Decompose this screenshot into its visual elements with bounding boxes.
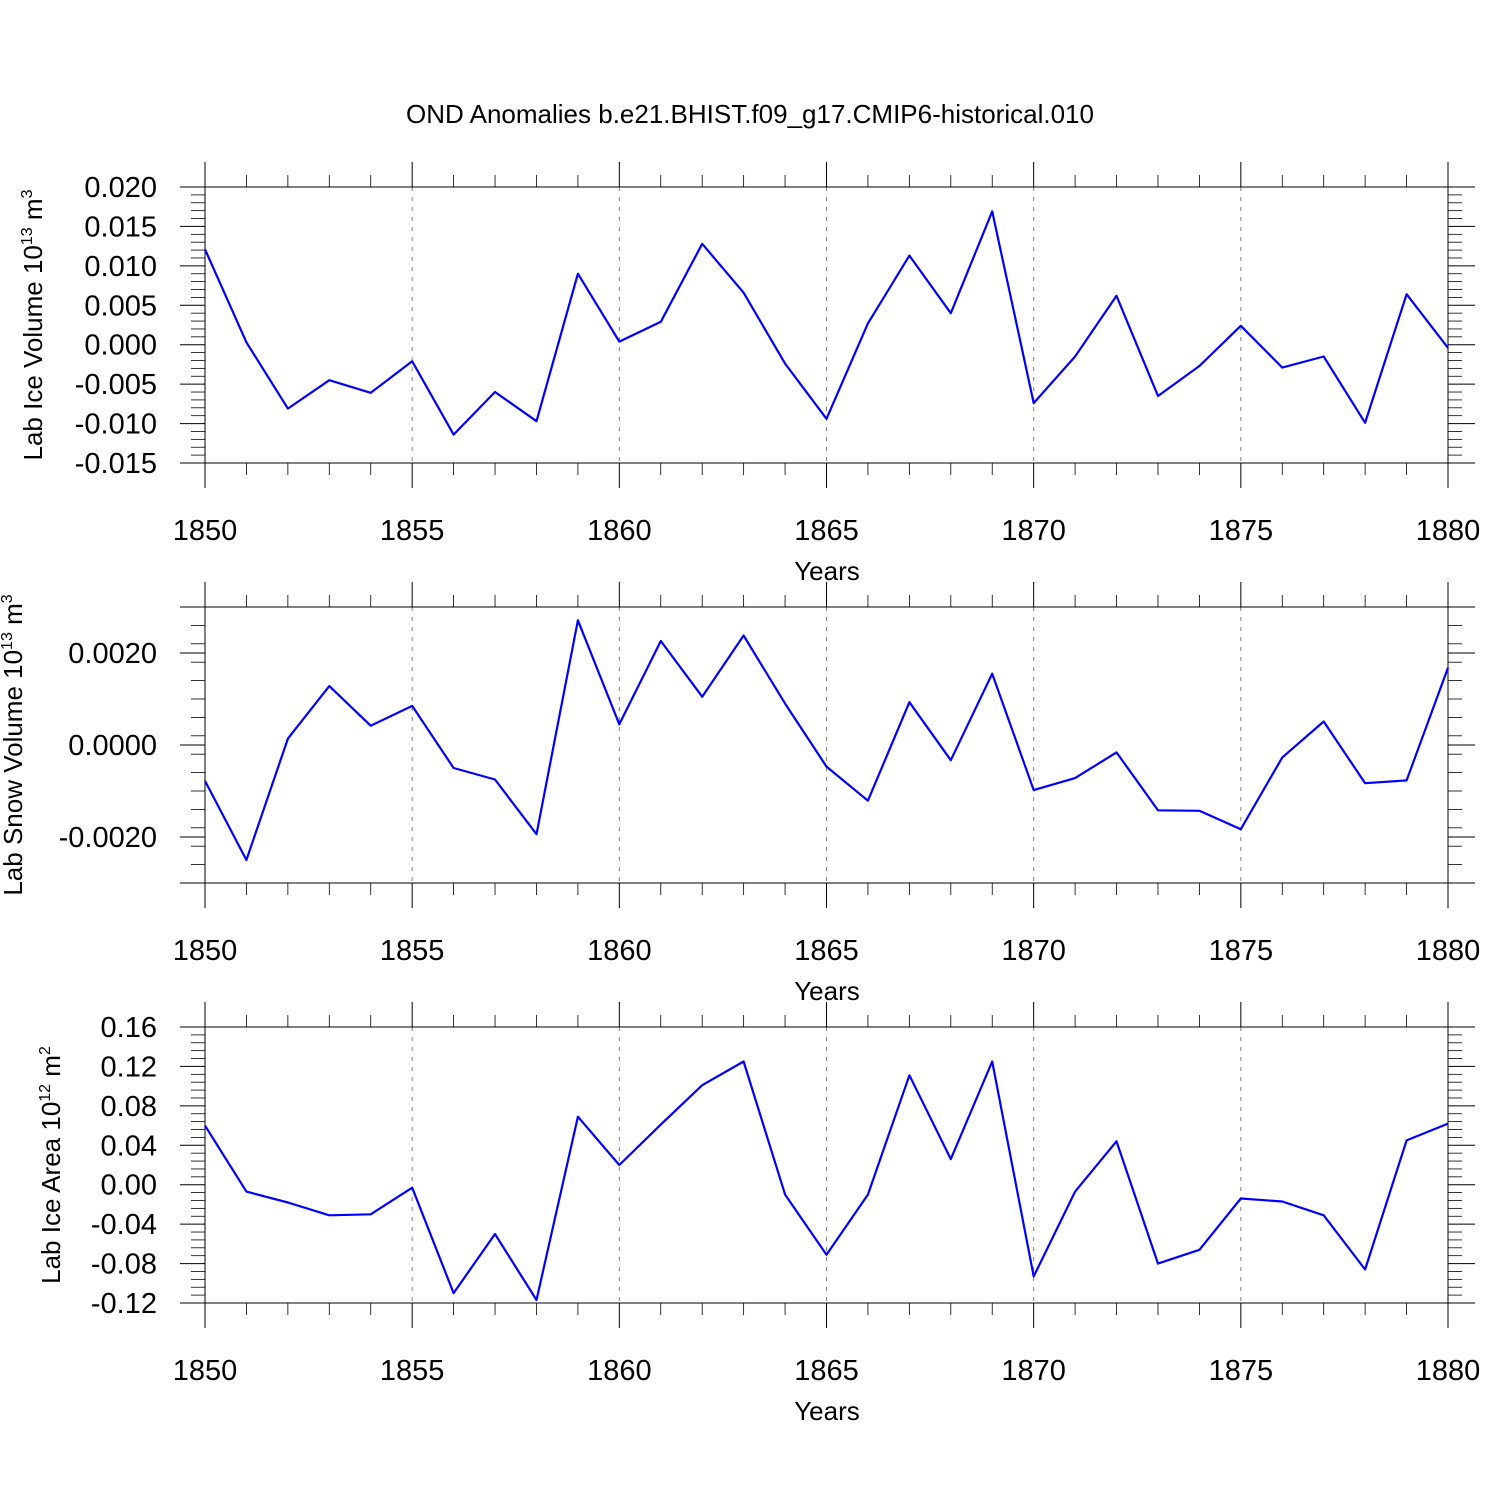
x-tick-label: 1865 (794, 515, 859, 547)
y-tick-label: 0.005 (84, 290, 157, 322)
y-tick-label: 0.00 (101, 1170, 157, 1202)
x-tick-label: 1875 (1209, 935, 1274, 967)
x-tick-label: 1860 (587, 515, 652, 547)
x-tick-label: 1850 (173, 1355, 238, 1387)
x-tick-label: 1875 (1209, 1355, 1274, 1387)
y-tick-label: 0.12 (101, 1051, 157, 1083)
x-tick-label: 1880 (1416, 935, 1481, 967)
y-axis-label-unit: m (0, 603, 28, 632)
y-tick-label: -0.005 (75, 369, 157, 401)
y-tick-label: 0.08 (101, 1091, 157, 1123)
y-axis-label: Lab Ice Volume 1013 m3 (18, 189, 48, 460)
x-tick-label: 1850 (173, 515, 238, 547)
panel-snow-volume: 1850 1855 1860 1865 1870 1875 1880 Years 0.0020 0… (0, 582, 1480, 1006)
y-axis-label-exponent: 12 (37, 1084, 54, 1102)
y-tick-label: -0.015 (75, 448, 157, 480)
x-tick-label: 1860 (587, 935, 652, 967)
x-tick-label: 1865 (794, 935, 859, 967)
y-axis-label: Lab Snow Volume 1013 m3 (0, 594, 28, 895)
y-tick-label: 0.000 (84, 330, 157, 362)
x-tick-label: 1865 (794, 1355, 859, 1387)
x-axis-label: Years (794, 976, 860, 1006)
x-tick-label: 1860 (587, 1355, 652, 1387)
y-axis-label-unit: m (18, 198, 48, 227)
x-tick-label: 1875 (1209, 515, 1274, 547)
x-tick-label: 1870 (1001, 935, 1066, 967)
y-tick-label: -0.0020 (59, 822, 157, 854)
x-tick-label: 1855 (380, 515, 445, 547)
series-line (204, 1060, 1449, 1302)
x-tick-label: 1870 (1001, 515, 1066, 547)
y-axis-label-text: Lab Ice Area 10 (36, 1102, 66, 1284)
figure-title: OND Anomalies b.e21.BHIST.f09_g17.CMIP6-… (406, 99, 1094, 129)
y-axis-label-unit-exponent: 2 (37, 1046, 54, 1055)
y-axis-label-unit-exponent: 3 (19, 189, 36, 198)
x-axis-label: Years (794, 556, 860, 586)
y-tick-label: 0.015 (84, 211, 157, 243)
y-axis-label-exponent: 13 (19, 227, 36, 245)
y-tick-label: 0.0020 (68, 638, 157, 670)
y-axis-label-unit: m (36, 1055, 66, 1084)
x-tick-label: 1855 (380, 935, 445, 967)
y-tick-label: -0.010 (75, 409, 157, 441)
y-tick-label: -0.12 (91, 1288, 157, 1320)
y-tick-label: 0.0000 (68, 730, 157, 762)
x-tick-label: 1850 (173, 935, 238, 967)
y-tick-label: 0.16 (101, 1012, 157, 1044)
y-tick-label: -0.08 (91, 1249, 157, 1281)
panel-ice-volume: 1850 1855 1860 1865 1870 1875 1880 Years 0.020 0.… (18, 162, 1480, 586)
y-axis-label-text: Lab Snow Volume 10 (0, 650, 28, 896)
series-line (203, 210, 1449, 436)
panel-ice-area: 1850 1855 1860 1865 1870 1875 1880 Years 0.16 0.1… (36, 1002, 1480, 1426)
y-tick-label: 0.010 (84, 251, 157, 283)
y-axis-label: Lab Ice Area 1012 m2 (36, 1046, 66, 1284)
y-tick-label: 0.04 (101, 1130, 157, 1162)
y-tick-label: 0.020 (84, 172, 157, 204)
y-axis-label-text: Lab Ice Volume 10 (18, 245, 48, 460)
x-tick-label: 1880 (1416, 515, 1481, 547)
x-tick-label: 1870 (1001, 1355, 1066, 1387)
x-tick-label: 1855 (380, 1355, 445, 1387)
series-line (204, 619, 1450, 862)
x-axis-label: Years (794, 1396, 860, 1426)
y-axis-label-exponent: 13 (0, 632, 16, 650)
x-tick-label: 1880 (1416, 1355, 1481, 1387)
y-tick-label: -0.04 (91, 1209, 157, 1241)
y-axis-label-unit-exponent: 3 (0, 594, 16, 603)
